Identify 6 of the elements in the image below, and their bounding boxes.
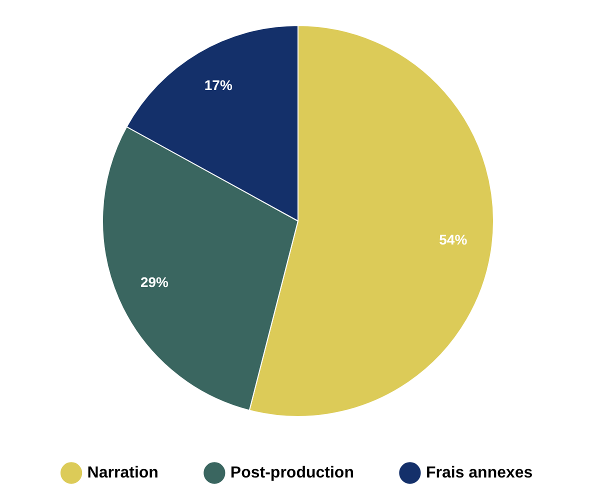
legend-label: Frais annexes [426, 464, 533, 482]
data-label: 17% [204, 77, 233, 94]
legend-label: Narration [87, 464, 158, 482]
legend-label: Post-production [230, 464, 354, 482]
data-label: 29% [140, 274, 170, 290]
data-label: 54% [439, 231, 468, 248]
